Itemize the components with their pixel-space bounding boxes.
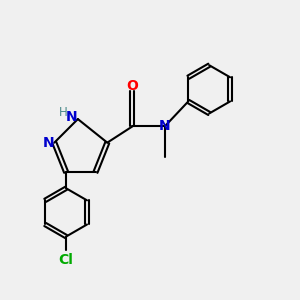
Text: N: N bbox=[43, 136, 55, 150]
Text: Cl: Cl bbox=[58, 253, 74, 267]
Text: H: H bbox=[59, 106, 68, 119]
Text: O: O bbox=[126, 79, 138, 93]
Text: N: N bbox=[159, 119, 170, 134]
Text: N: N bbox=[66, 110, 77, 124]
